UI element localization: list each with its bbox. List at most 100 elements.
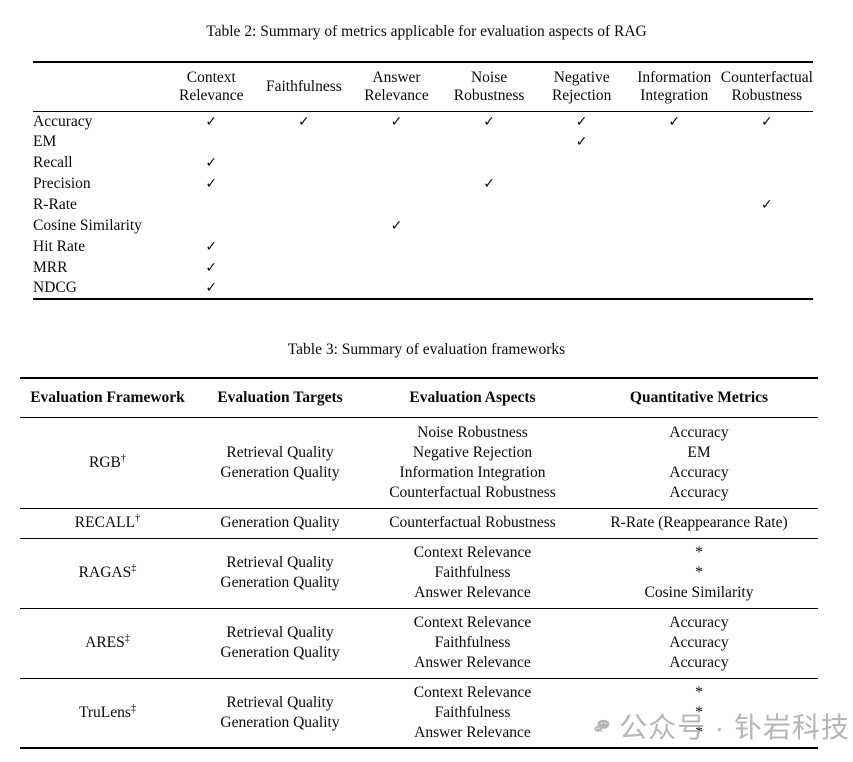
empty-cell (443, 215, 536, 236)
quantitative-metrics-line: Accuracy (669, 483, 729, 501)
checkmark: ✓ (668, 113, 681, 130)
quantitative-metrics-cell: Accuracy EM Accuracy Accuracy (580, 417, 818, 508)
evaluation-aspects-line: Answer Relevance (414, 654, 531, 671)
empty-cell (443, 257, 536, 278)
empty-cell (628, 132, 721, 153)
checkmark: ✓ (483, 176, 495, 193)
empty-cell (258, 153, 351, 174)
empty-cell (350, 257, 443, 278)
table3-header-row: Evaluation Framework Evaluation Targets Ev… (20, 378, 818, 418)
table3-col-header: Evaluation Aspects (365, 378, 580, 418)
table3-frameworks: Evaluation Framework Evaluation Targets Ev… (20, 377, 818, 749)
evaluation-aspects-cell: Context Relevance Faithfulness Answer Rele… (365, 538, 580, 608)
framework-name-cell: TruLens‡ (20, 678, 195, 748)
table2-col-header: Noise Robustness (442, 62, 536, 112)
quantitative-metrics-line: * (695, 703, 703, 721)
framework-name: RGB (89, 453, 121, 471)
quantitative-metrics-cell: * * * (580, 678, 818, 748)
empty-cell (258, 215, 351, 236)
empty-cell (721, 278, 814, 299)
evaluation-targets-line: Generation Quality (220, 463, 340, 481)
table2-row: Cosine Similarity ✓ (33, 215, 813, 236)
table3-col-header: Evaluation Framework (20, 378, 195, 418)
framework-footnote-mark: † (120, 452, 126, 464)
table2-row-label: MRR (33, 258, 68, 276)
evaluation-aspects-line: Faithfulness (434, 564, 511, 581)
empty-cell (258, 195, 351, 216)
empty-cell (628, 195, 721, 216)
checkmark: ✓ (205, 259, 218, 276)
table2-row-label: Hit Rate (33, 237, 86, 255)
table3-row: TruLens‡ Retrieval Quality Generation Qual… (20, 678, 818, 748)
evaluation-aspects-line: Context Relevance (413, 614, 532, 631)
empty-cell (350, 153, 443, 174)
table2-row: MRR ✓ (33, 257, 813, 278)
empty-cell (443, 236, 536, 257)
evaluation-targets-cell: Retrieval Quality Generation Quality (195, 417, 365, 508)
framework-name: RAGAS (78, 564, 132, 581)
framework-footnote-mark: ‡ (130, 702, 137, 714)
table2-col-header: Context Relevance (165, 62, 258, 112)
framework-footnote-mark: † (135, 512, 141, 524)
quantitative-metrics-line: Cosine Similarity (644, 584, 754, 601)
quantitative-metrics-cell: Accuracy Accuracy Accuracy (580, 608, 818, 678)
framework-footnote-mark: ‡ (131, 562, 137, 574)
evaluation-aspects-line: Noise Robustness (417, 423, 528, 441)
quantitative-metrics-line: Accuracy (669, 634, 729, 651)
table3-row: RGB† Retrieval Quality Generation Quality N… (20, 417, 818, 508)
empty-cell (165, 195, 258, 216)
table2-row: R-Rate ✓ (33, 195, 813, 216)
evaluation-aspects-line: Faithfulness (434, 634, 511, 651)
evaluation-targets-line: Generation Quality (220, 514, 340, 531)
table2-body: Accuracy ✓ ✓ ✓ ✓ ✓ ✓ ✓ EM ✓ Recall ✓ Precision ✓ ✓ R-Ra… (33, 111, 813, 299)
empty-cell (443, 195, 536, 216)
evaluation-aspects-cell: Context Relevance Faithfulness Answer Rele… (365, 608, 580, 678)
framework-name-cell: RGB† (20, 417, 195, 508)
checkmark: ✓ (205, 113, 218, 130)
empty-cell (628, 215, 721, 236)
table2-corner-cell (33, 62, 165, 112)
evaluation-targets-line: Generation Quality (220, 574, 340, 591)
table3-col-header: Evaluation Targets (195, 378, 365, 418)
table3-row: RAGAS‡ Retrieval Quality Generation Qualit… (20, 538, 818, 608)
empty-cell (443, 278, 536, 299)
evaluation-targets-line: Retrieval Quality (226, 624, 334, 641)
empty-cell (165, 132, 258, 153)
empty-cell (443, 153, 536, 174)
empty-cell (258, 257, 351, 278)
quantitative-metrics-line: * (695, 544, 703, 561)
empty-cell (350, 195, 443, 216)
empty-cell (628, 257, 721, 278)
table2-header-row: Context Relevance Faithfulness Answer Releva… (33, 62, 814, 112)
table3-body: RGB† Retrieval Quality Generation Quality N… (20, 417, 818, 748)
evaluation-targets-line: Retrieval Quality (226, 554, 334, 571)
evaluation-aspects-line: Answer Relevance (414, 584, 531, 601)
table2-col-header: Counterfactual Robustness (720, 62, 814, 112)
empty-cell (535, 278, 628, 299)
empty-cell (721, 132, 814, 153)
quantitative-metrics-cell: * * Cosine Similarity (580, 538, 818, 608)
evaluation-targets-line: Generation Quality (220, 713, 340, 731)
evaluation-aspects-line: Information Integration (399, 463, 546, 481)
empty-cell (628, 174, 721, 195)
evaluation-aspects-line: Counterfactual Robustness (389, 514, 556, 531)
evaluation-aspects-line: Faithfulness (434, 703, 511, 721)
table2-col-header: Information Integration (627, 62, 721, 112)
evaluation-aspects-cell: Context Relevance Faithfulness Answer Rele… (365, 678, 580, 748)
evaluation-aspects-cell: Counterfactual Robustness (365, 508, 580, 538)
empty-cell (165, 215, 258, 236)
quantitative-metrics-line: * (695, 564, 703, 581)
evaluation-aspects-line: Context Relevance (413, 544, 532, 561)
checkmark: ✓ (205, 155, 218, 172)
empty-cell (721, 236, 814, 257)
quantitative-metrics-line: Accuracy (669, 614, 729, 631)
quantitative-metrics-line: Accuracy (669, 654, 729, 671)
empty-cell (628, 153, 721, 174)
empty-cell (535, 174, 628, 195)
framework-footnote-mark: ‡ (124, 632, 130, 644)
empty-cell (350, 236, 443, 257)
empty-cell (258, 278, 351, 299)
evaluation-targets-line: Retrieval Quality (226, 693, 334, 711)
table2-row-label: Cosine Similarity (33, 216, 142, 234)
quantitative-metrics-line: Accuracy (669, 423, 729, 441)
